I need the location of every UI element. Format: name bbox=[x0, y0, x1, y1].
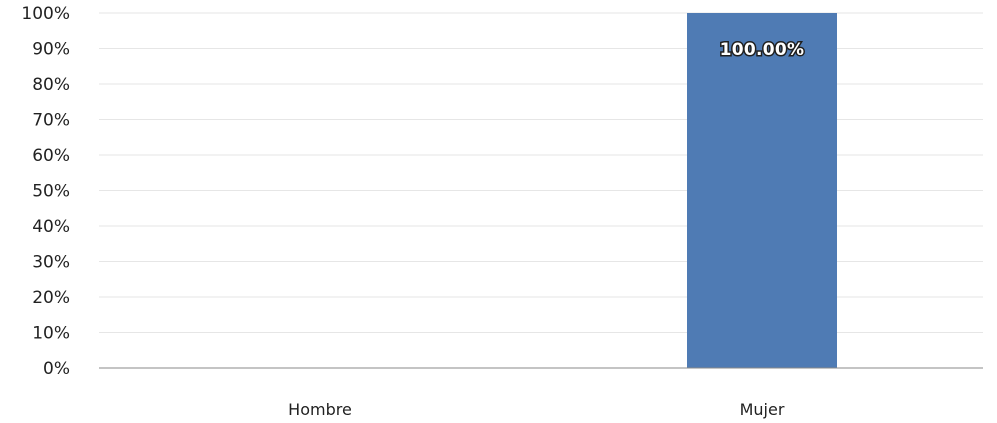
gridlines bbox=[99, 12, 983, 333]
y-tick-label: 50% bbox=[32, 182, 70, 202]
y-tick-label: 70% bbox=[32, 111, 70, 131]
y-tick-label: 20% bbox=[32, 288, 70, 308]
y-tick-label: 10% bbox=[32, 324, 70, 344]
y-tick-label: 40% bbox=[32, 217, 70, 237]
y-tick-label: 90% bbox=[32, 40, 70, 60]
x-tick-label: Mujer bbox=[740, 400, 785, 419]
y-tick-label: 0% bbox=[43, 359, 70, 379]
bars bbox=[687, 13, 837, 368]
y-tick-label: 100% bbox=[21, 4, 70, 24]
labels: 0% 10% 20% 30% 40% 50% 60% 70% 80% 90% 100% Hombre M… bbox=[21, 4, 805, 419]
y-tick-label: 30% bbox=[32, 253, 70, 273]
x-tick-label: Hombre bbox=[288, 400, 352, 419]
y-tick-label: 60% bbox=[32, 146, 70, 166]
bar-mujer bbox=[687, 13, 837, 368]
data-label: 100.00% bbox=[720, 40, 805, 60]
y-tick-label: 80% bbox=[32, 75, 70, 95]
